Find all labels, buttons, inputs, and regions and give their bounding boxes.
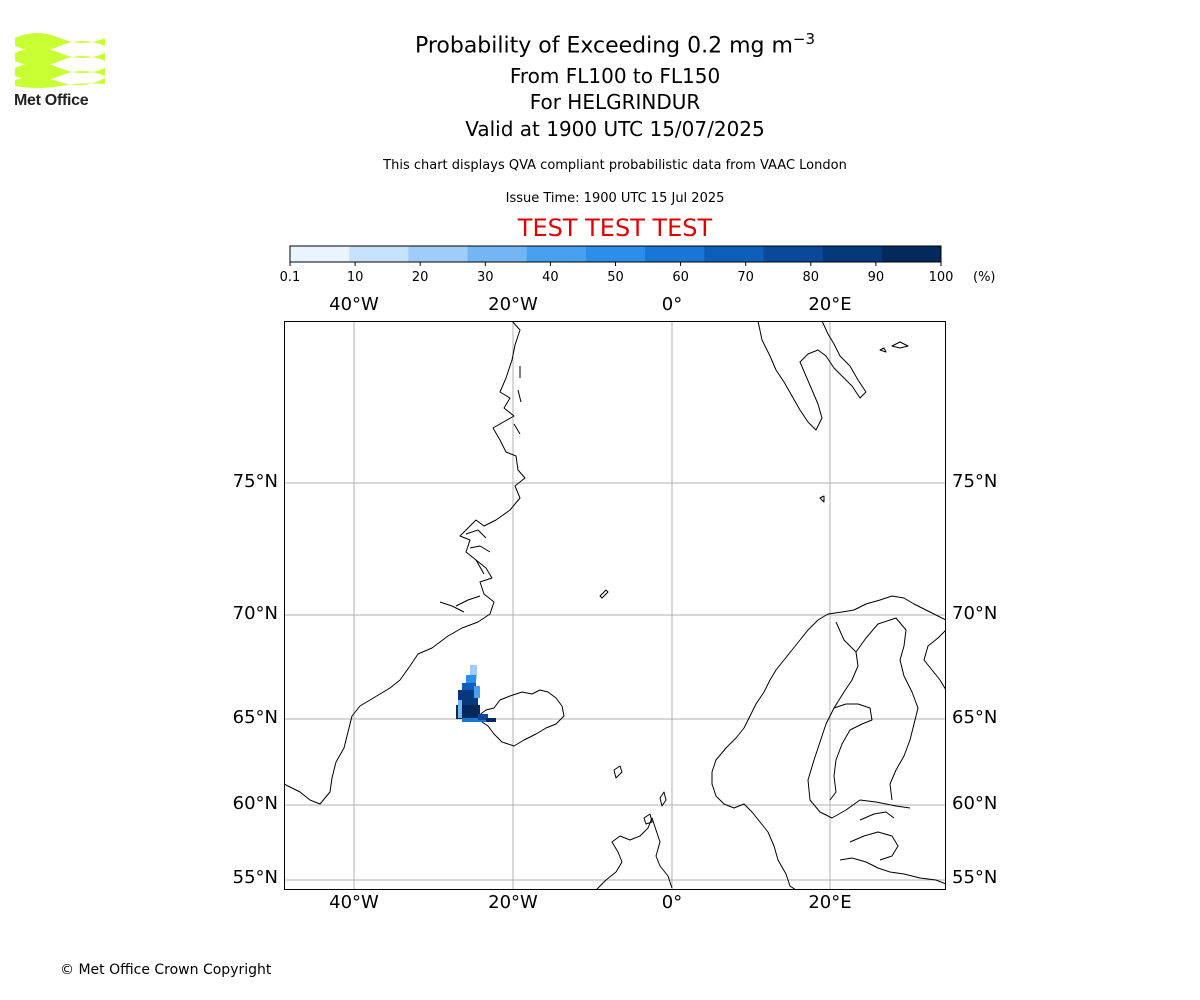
lat-label-left-75n: 75°N [232, 471, 278, 492]
lat-label-right-70n: 70°N [952, 603, 998, 624]
volcano-name: For HELGRINDUR [529, 90, 701, 114]
chart-title-text: Probability of Exceeding 0.2 mg m [414, 33, 793, 59]
colorbar-cell [585, 246, 646, 262]
colorbar-tick-label: 100 [928, 270, 954, 285]
colorbar-cell [408, 246, 469, 262]
lat-label-right-75n: 75°N [952, 471, 998, 492]
southern-scandinavia [839, 811, 946, 885]
met-office-wave-icon [15, 33, 105, 88]
issue-time: Issue Time: 1900 UTC 15 Jul 2025 [505, 191, 725, 206]
shetland-islands [659, 791, 667, 807]
colorbar-cell [822, 246, 883, 262]
lon-label-bottom-20e: 20°E [808, 892, 852, 913]
lat-label-right-65n: 65°N [952, 707, 998, 728]
scandinavia-coastline [711, 595, 946, 890]
colorbar-tick-label: 60 [672, 270, 689, 285]
colorbar-cell [881, 246, 942, 262]
colorbar-tick-label: 20 [411, 270, 429, 285]
lat-label-right-60n: 60°N [952, 793, 998, 814]
lat-label-left-70n: 70°N [232, 603, 278, 624]
colorbar-tick-label: 30 [477, 270, 494, 285]
map-frame [284, 321, 946, 890]
colorbar-tick-label: 90 [867, 270, 885, 285]
sweden-finland-border [807, 621, 911, 819]
lat-label-right-55n: 55°N [952, 867, 998, 888]
colorbar-tickmarks [289, 262, 942, 266]
map-gridlines [284, 321, 946, 890]
colorbar-tick-label: 0.1 [279, 270, 301, 285]
chart-title-superscript: −3 [792, 30, 816, 48]
faroe-islands [613, 765, 623, 779]
valid-time: Valid at 1900 UTC 15/07/2025 [465, 117, 765, 141]
colorbar-cell [704, 246, 764, 262]
chart-title: Probability of Exceeding 0.2 mg m−3 [0, 30, 1200, 58]
scotland-coastline [595, 817, 673, 890]
lon-label-bottom-0: 0° [661, 892, 683, 913]
colorbar-cell [290, 246, 350, 262]
svalbard-islands [819, 341, 909, 503]
colorbar-cell [349, 246, 409, 262]
svalbard-coastline [757, 321, 867, 431]
colorbar-cells [290, 246, 942, 262]
lon-label-top-0: 0° [661, 294, 683, 315]
colorbar-tick-label: 10 [346, 270, 364, 285]
disclaimer-text: This chart displays QVA compliant probab… [383, 158, 847, 173]
greenland-fjords [439, 366, 522, 613]
copyright-notice: © Met Office Crown Copyright [60, 962, 272, 978]
orkney-islands [643, 813, 653, 825]
colorbar-cell [467, 246, 528, 262]
lon-label-bottom-20w: 20°W [488, 892, 538, 913]
map-panel[interactable] [284, 321, 947, 891]
colorbar-tick-label: 50 [607, 270, 624, 285]
test-banner: TEST TEST TEST [517, 214, 713, 242]
greenland-coastline [284, 321, 526, 805]
iceland-coastline [477, 689, 565, 747]
colorbar [289, 245, 942, 266]
lon-label-top-40w: 40°W [329, 294, 379, 315]
colorbar-unit: (%) [973, 270, 996, 285]
lat-label-left-55n: 55°N [232, 867, 278, 888]
lon-label-top-20e: 20°E [808, 294, 852, 315]
baltic-coast [829, 703, 873, 801]
met-office-logo-text: Met Office [14, 92, 89, 109]
ash-probability-plume [456, 665, 496, 722]
flight-level-range: From FL100 to FL150 [509, 64, 721, 88]
met-office-logo [14, 30, 106, 94]
lat-label-left-60n: 60°N [232, 793, 278, 814]
finland-border [855, 617, 919, 801]
colorbar-cell [645, 246, 705, 262]
lon-label-top-20w: 20°W [488, 294, 538, 315]
colorbar-cell [763, 246, 824, 262]
colorbar-tick-label: 40 [542, 270, 559, 285]
jan-mayen [599, 589, 609, 599]
lat-label-left-65n: 65°N [232, 707, 278, 728]
lon-label-bottom-40w: 40°W [329, 892, 379, 913]
colorbar-cell [526, 246, 587, 262]
colorbar-tick-label: 70 [737, 270, 754, 285]
colorbar-tick-label: 80 [802, 270, 820, 285]
